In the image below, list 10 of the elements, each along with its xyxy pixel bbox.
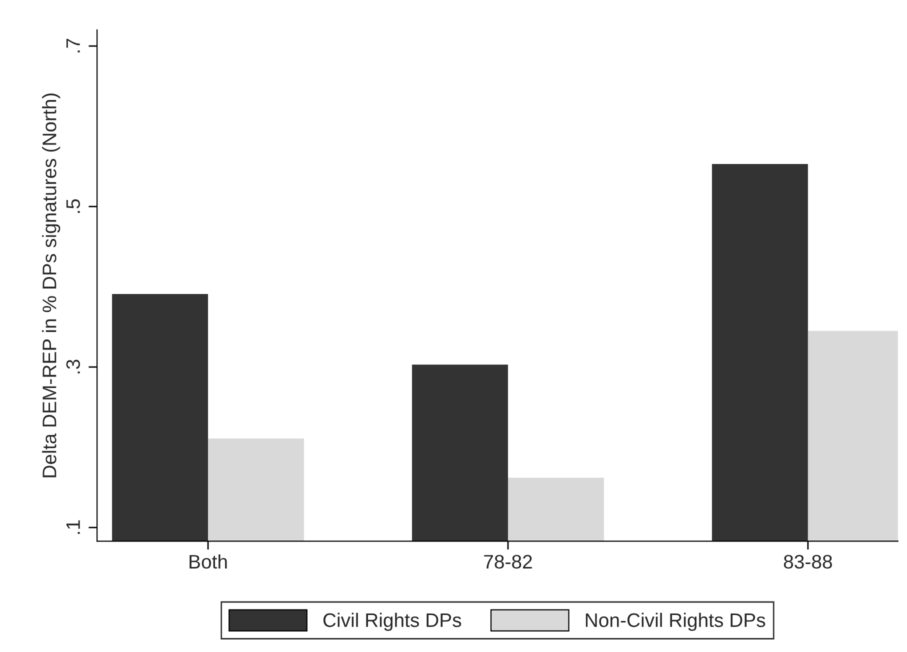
x-tick-label: 83-88 xyxy=(784,554,832,569)
legend-label: Non-Civil Rights DPs xyxy=(586,612,766,631)
y-tick-label: .1 xyxy=(66,520,80,534)
y-tick-label: .7 xyxy=(66,38,80,52)
y-axis-title: Delta DEM-REP in % DPs signatures (North) xyxy=(42,94,60,478)
legend-label: Civil Rights DPs xyxy=(323,612,462,631)
x-tick-label: Both xyxy=(190,554,227,569)
x-tick-label: 78-82 xyxy=(484,554,532,569)
y-tick-label: .3 xyxy=(66,360,80,374)
y-tick-label: .5 xyxy=(66,199,80,213)
